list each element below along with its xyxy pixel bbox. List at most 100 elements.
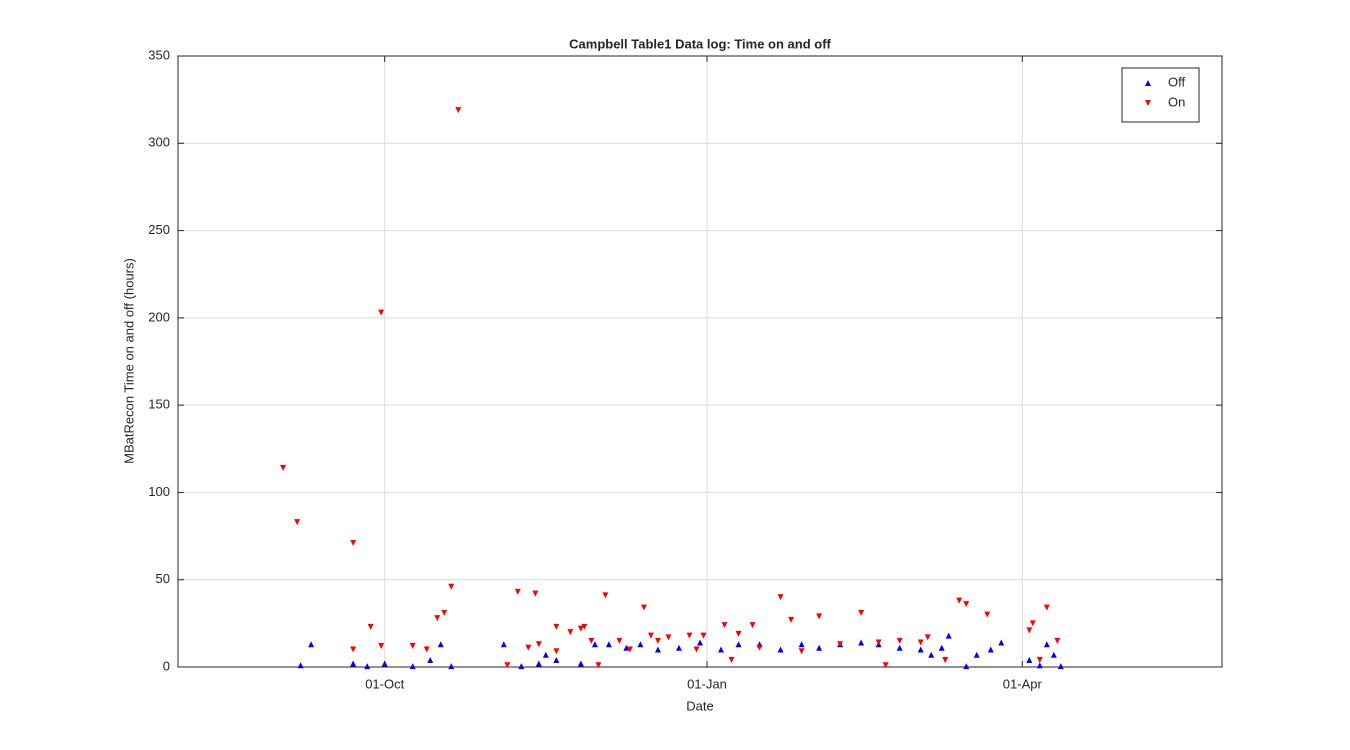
point <box>378 643 385 650</box>
point <box>945 632 952 639</box>
point <box>378 309 385 316</box>
point <box>973 651 980 658</box>
point <box>928 651 935 658</box>
point <box>942 657 949 664</box>
point <box>350 646 357 653</box>
x-tick-label: 01-Jan <box>687 676 727 691</box>
point <box>896 637 903 644</box>
point <box>518 663 525 670</box>
point <box>514 588 521 595</box>
point <box>553 648 560 655</box>
point <box>367 623 374 630</box>
point <box>721 622 728 629</box>
point <box>448 583 455 590</box>
point <box>798 641 805 648</box>
point <box>455 107 462 114</box>
point <box>963 601 970 608</box>
point <box>654 637 661 644</box>
point <box>605 641 612 648</box>
point <box>896 644 903 651</box>
point <box>735 641 742 648</box>
y-tick-label: 250 <box>148 222 170 237</box>
point <box>756 644 763 651</box>
point <box>882 662 889 669</box>
point <box>535 660 542 667</box>
point <box>875 639 882 646</box>
y-tick-label: 100 <box>148 484 170 499</box>
point <box>1050 651 1057 658</box>
point <box>1043 604 1050 611</box>
point <box>441 609 448 616</box>
point <box>640 604 647 611</box>
x-tick-label: 01-Oct <box>365 676 404 691</box>
y-tick-label: 200 <box>148 309 170 324</box>
point <box>532 590 539 597</box>
point <box>504 662 511 669</box>
y-tick-label: 50 <box>156 571 170 586</box>
point <box>297 662 304 669</box>
point <box>858 609 865 616</box>
y-axis-label: MBatRecon Time on and off (hours) <box>121 258 136 464</box>
point <box>728 657 735 664</box>
point <box>675 644 682 651</box>
point <box>1026 627 1033 634</box>
point <box>626 646 633 653</box>
point <box>987 646 994 653</box>
legend-box <box>1121 67 1200 123</box>
point <box>500 641 507 648</box>
point <box>553 657 560 664</box>
point <box>542 651 549 658</box>
point <box>1036 662 1043 669</box>
point <box>567 629 574 636</box>
point <box>1029 620 1036 627</box>
point <box>700 632 707 639</box>
point <box>956 597 963 604</box>
point <box>718 646 725 653</box>
chart-title: Campbell Table1 Data log: Time on and of… <box>569 36 831 51</box>
point <box>697 639 703 646</box>
point <box>616 637 623 644</box>
y-tick-label: 300 <box>148 135 170 150</box>
point <box>798 648 805 655</box>
y-tick-label: 350 <box>148 47 170 62</box>
point <box>423 646 430 653</box>
point <box>577 625 584 632</box>
point <box>553 623 560 630</box>
point <box>588 637 595 644</box>
legend-marker <box>1145 100 1151 106</box>
point <box>602 592 609 599</box>
point <box>308 641 315 648</box>
point <box>623 644 630 651</box>
point <box>525 644 532 651</box>
point <box>1054 637 1061 644</box>
point <box>654 646 661 653</box>
point <box>381 660 388 667</box>
point <box>1043 641 1050 648</box>
point <box>665 634 672 641</box>
point <box>749 622 756 629</box>
point <box>591 641 598 648</box>
point <box>686 632 693 639</box>
point <box>294 519 301 526</box>
point <box>917 646 924 653</box>
point <box>858 639 865 646</box>
legend-label: Off <box>1168 74 1185 89</box>
point <box>788 616 795 623</box>
point <box>917 639 924 646</box>
legend-marker <box>1145 80 1151 86</box>
x-axis-label: Date <box>686 698 713 713</box>
point <box>434 615 441 622</box>
plot-frame <box>177 55 1223 668</box>
point <box>577 660 584 667</box>
point <box>1036 657 1043 664</box>
point <box>816 613 823 620</box>
point <box>1026 657 1033 664</box>
point <box>837 641 844 648</box>
legend-label: On <box>1168 94 1185 109</box>
point <box>427 657 434 664</box>
point <box>637 641 644 648</box>
y-tick-label: 150 <box>148 397 170 412</box>
point <box>409 643 416 650</box>
